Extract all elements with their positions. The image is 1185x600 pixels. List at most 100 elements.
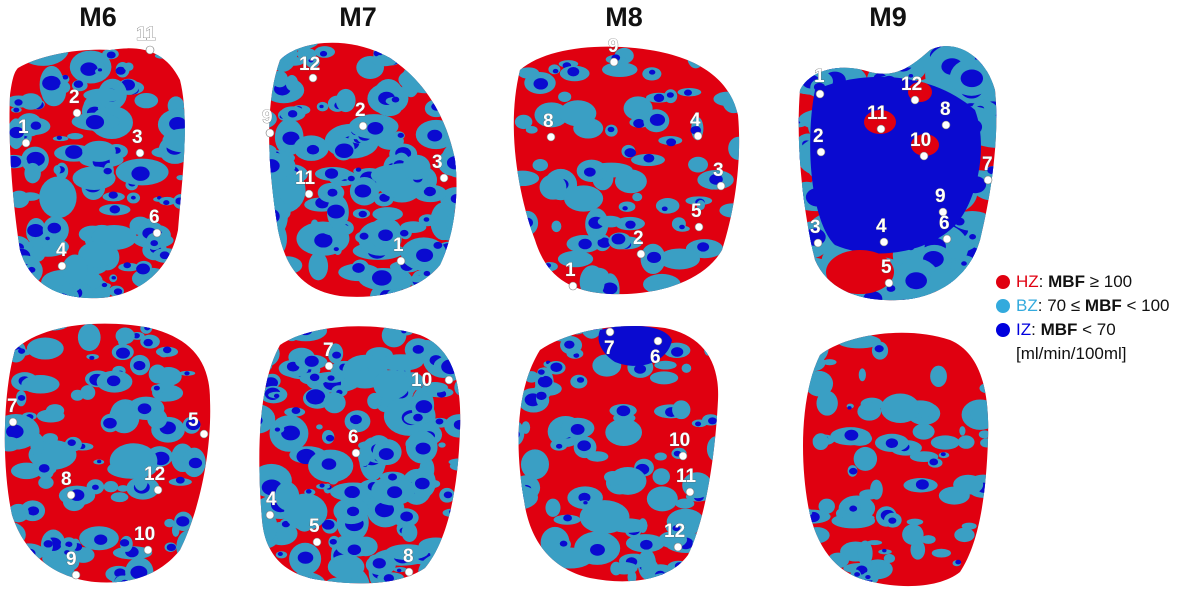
border-zone-patch: [930, 365, 947, 388]
border-zone-patch: [269, 251, 289, 285]
ischemic-zone-patch: [166, 543, 176, 552]
ischemic-zone-patch: [163, 200, 170, 206]
ischemic-zone-patch: [446, 156, 457, 170]
border-zone-patch: [269, 201, 275, 208]
ischemic-zone-patch: [454, 33, 462, 40]
border-zone-patch: [449, 42, 457, 45]
border-zone-patch: [579, 500, 630, 534]
border-zone-patch: [176, 174, 185, 181]
border-zone-patch: [931, 548, 951, 558]
border-zone-patch: [259, 545, 270, 561]
ischemic-zone-patch: [567, 67, 580, 77]
border-zone-patch: [296, 48, 317, 60]
marker-label: 8: [403, 546, 414, 567]
ischemic-zone-patch: [346, 506, 360, 517]
border-zone-patch: [35, 287, 59, 295]
marker-dot: [57, 261, 67, 271]
perfusion-patches: [9, 48, 185, 299]
marker-dot: [304, 189, 314, 199]
ischemic-zone-patch: [150, 240, 159, 247]
ischemic-zone-patch: [431, 102, 442, 111]
border-zone-patch: [162, 128, 185, 153]
ischemic-zone-patch: [578, 492, 591, 503]
border-zone-patch: [154, 53, 169, 59]
marker-label: 1: [393, 235, 404, 256]
ischemic-zone-patch: [308, 58, 314, 63]
ischemic-zone-patch: [45, 236, 50, 241]
border-zone-patch: [42, 433, 58, 444]
border-zone-patch: [531, 46, 555, 52]
border-zone-patch: [618, 201, 636, 212]
border-zone-patch: [803, 354, 826, 372]
ischemic-zone-patch: [849, 505, 858, 512]
ischemic-zone-patch: [268, 35, 274, 40]
border-zone-patch: [428, 542, 461, 558]
legend-cond-bz: < 100: [1126, 296, 1170, 315]
marker-label: 3: [810, 217, 821, 238]
marker-dot: [879, 237, 889, 247]
ischemic-zone-patch: [65, 541, 73, 548]
ischemic-zone-patch: [387, 473, 398, 481]
marker-label: 10: [910, 130, 931, 151]
ischemic-zone-patch: [121, 579, 129, 583]
border-zone-patch: [269, 42, 320, 51]
border-zone-patch: [402, 42, 427, 49]
ischemic-zone-patch: [456, 513, 461, 520]
ischemic-zone-patch: [123, 262, 132, 269]
ischemic-zone-patch: [319, 104, 324, 109]
ischemic-zone-patch: [550, 362, 563, 372]
ischemic-zone-patch: [176, 516, 190, 527]
ischemic-zone-patch: [42, 75, 61, 91]
ischemic-zone-patch: [622, 206, 628, 211]
legend-swatch-iz: [996, 323, 1010, 337]
marker-label: 9: [608, 36, 619, 57]
marker-label: 7: [323, 340, 334, 361]
marker-label: 3: [132, 127, 143, 148]
ischemic-zone-patch: [27, 506, 40, 516]
border-zone-patch: [589, 161, 600, 168]
border-zone-patch: [706, 436, 719, 462]
ischemic-zone-patch: [180, 294, 185, 299]
border-zone-patch: [516, 210, 539, 236]
marker-label: 4: [876, 216, 887, 237]
border-zone-patch: [279, 326, 305, 342]
border-zone-patch: [514, 114, 533, 130]
marker-dot: [312, 537, 322, 547]
marker-dot: [685, 487, 695, 497]
border-zone-patch: [805, 370, 834, 397]
ischemic-zone-patch: [583, 500, 588, 505]
ischemic-zone-patch: [344, 486, 360, 499]
ischemic-zone-patch: [446, 326, 455, 331]
ischemic-zone-patch: [955, 559, 962, 565]
border-zone-patch: [77, 323, 101, 352]
marker-dot: [135, 148, 145, 158]
border-zone-patch: [610, 561, 638, 575]
marker-label: 2: [69, 87, 80, 108]
border-zone-patch: [866, 540, 883, 546]
border-zone-patch: [284, 326, 328, 342]
heart-view-m6-bottom: 7 5 8 12 10 9: [4, 323, 211, 583]
marker-dot: [153, 485, 163, 495]
marker-dot: [265, 128, 275, 138]
ischemic-zone-patch: [400, 229, 409, 237]
border-zone-patch: [978, 430, 989, 439]
border-zone-patch: [257, 249, 268, 263]
ischemic-zone-patch: [882, 548, 887, 553]
column-title-m7: M7: [339, 2, 377, 32]
border-zone-patch: [540, 105, 566, 122]
ischemic-zone-patch: [17, 395, 26, 401]
legend-sep-hz: :: [1038, 272, 1044, 291]
healthy-island: [826, 250, 894, 294]
ischemic-zone-patch: [269, 159, 280, 173]
border-zone-patch: [407, 577, 448, 584]
border-zone-patch: [561, 256, 570, 266]
border-zone-patch: [672, 400, 691, 420]
ischemic-zone-patch: [175, 476, 185, 484]
border-zone-patch: [911, 46, 927, 52]
border-zone-patch: [950, 282, 997, 301]
marker-dot: [716, 181, 726, 191]
ischemic-zone-patch: [695, 421, 702, 427]
ischemic-zone-patch: [185, 418, 201, 430]
ischemic-zone-patch: [847, 406, 852, 410]
